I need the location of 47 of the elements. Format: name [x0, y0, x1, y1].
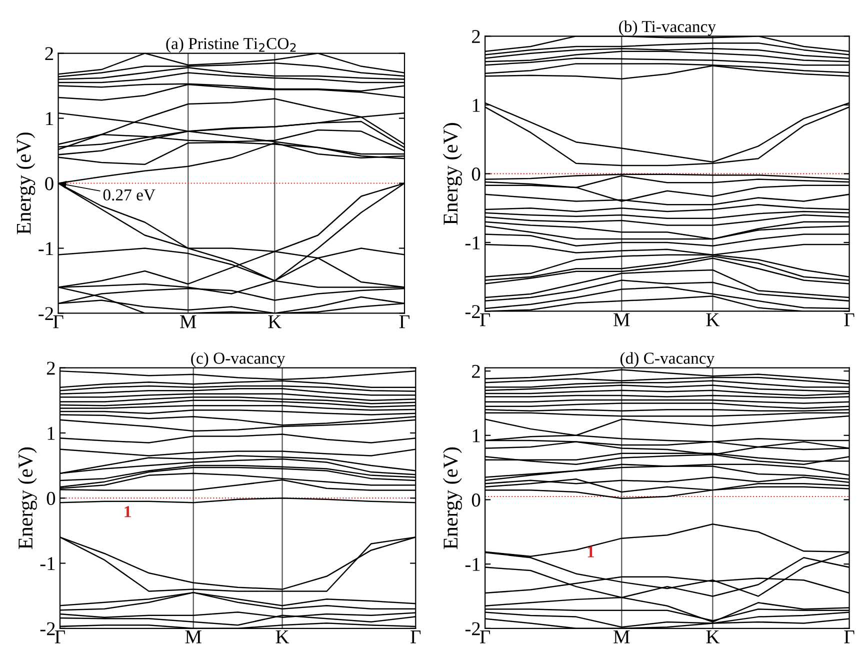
y-tick-label: 0 — [45, 177, 54, 190]
y-tick-label: -1 — [465, 558, 480, 571]
y-tick-label: -1 — [38, 242, 53, 255]
annotation: 1 — [588, 546, 594, 558]
x-tick-label: Γ — [399, 315, 410, 328]
y-tick-label: -2 — [40, 622, 55, 636]
y-tick-label: -1 — [40, 557, 55, 570]
y-tick-label: -2 — [465, 622, 480, 636]
y-tick-label: 2 — [472, 30, 480, 43]
x-tick-label: Γ — [480, 313, 490, 326]
x-tick-label: M — [180, 315, 196, 328]
chart-title: (a) Pristine Ti$_{2}$CO$_{2}$ — [166, 37, 296, 53]
y-tick-label: -1 — [465, 236, 480, 250]
y-tick-label: 1 — [472, 429, 480, 442]
y-tick-label: 1 — [48, 426, 55, 440]
y-axis-title: Energy (eV) — [16, 132, 36, 234]
y-tick-label: 2 — [45, 47, 54, 60]
x-tick-label: K — [706, 313, 720, 326]
x-tick-label: Γ — [53, 315, 64, 328]
annotation: 0.27 eV — [103, 189, 156, 201]
y-tick-label: 2 — [472, 364, 480, 378]
x-tick-label: K — [276, 630, 290, 644]
x-tick-label: Γ — [54, 630, 65, 644]
y-axis-title: Energy (eV) — [18, 447, 37, 550]
y-tick-label: -2 — [465, 305, 480, 318]
y-tick-label: 0 — [472, 494, 480, 507]
y-tick-label: 0 — [46, 492, 56, 506]
x-tick-label: M — [614, 313, 630, 326]
chart-title: (d) C-vacancy — [620, 352, 715, 368]
y-axis-title: Energy (eV) — [442, 123, 462, 225]
y-tick-label: -2 — [38, 307, 54, 320]
x-tick-label: K — [268, 315, 282, 328]
y-tick-label: 0 — [472, 168, 480, 181]
y-axis-title: Energy (eV) — [442, 447, 462, 550]
chart-title: (b) Ti-vacancy — [619, 20, 716, 36]
x-tick-label: Γ — [480, 630, 490, 644]
y-tick-label: 1 — [46, 112, 53, 126]
x-tick-label: Γ — [410, 630, 421, 644]
x-tick-label: K — [706, 630, 720, 644]
x-tick-label: M — [185, 630, 202, 644]
y-tick-label: 1 — [472, 98, 480, 112]
annotation: 1 — [124, 506, 131, 518]
x-tick-label: M — [614, 630, 630, 644]
chart-title: (c) O-vacancy — [191, 352, 286, 368]
x-tick-label: Γ — [844, 313, 854, 326]
y-tick-label: 2 — [46, 362, 55, 375]
x-tick-label: Γ — [844, 630, 854, 644]
